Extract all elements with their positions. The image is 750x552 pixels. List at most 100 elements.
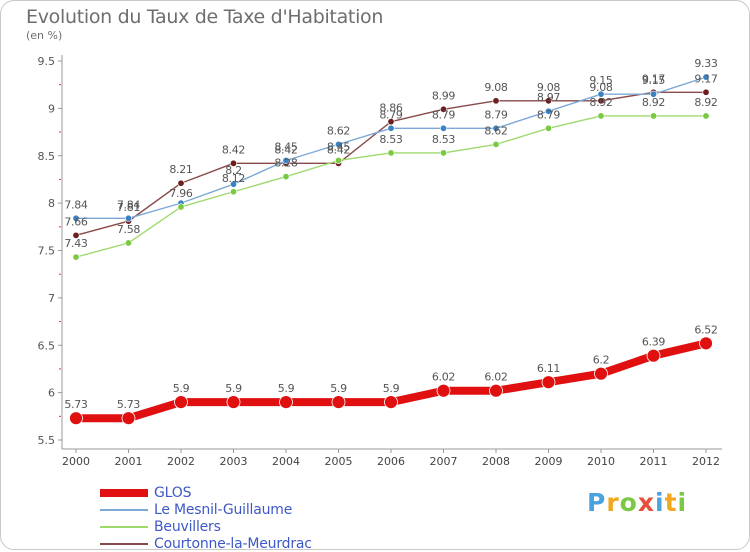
logo-letter: P (587, 488, 607, 517)
data-label: 8.92 (642, 96, 665, 109)
data-label: 8.62 (484, 124, 507, 137)
y-tick-label: 7.5 (38, 245, 56, 258)
data-label: 9.17 (642, 72, 666, 85)
data-label: 5.73 (64, 398, 88, 411)
x-tick-label: 2009 (535, 455, 563, 468)
legend-swatch (100, 488, 148, 497)
legend-item: Courtonne-la-Meurdrac (100, 535, 312, 552)
data-point (492, 124, 500, 132)
data-point (544, 97, 552, 105)
legend-swatch (100, 508, 148, 511)
legend-label: GLOS (154, 484, 192, 501)
data-label: 5.9 (225, 382, 242, 395)
chart-subtitle: (en %) (26, 29, 63, 42)
x-tick-label: 2011 (640, 455, 668, 468)
data-point (279, 395, 293, 410)
logo-letter: r (606, 488, 620, 517)
x-tick-label: 2005 (325, 455, 353, 468)
data-label: 8.99 (432, 89, 456, 102)
data-point (702, 88, 710, 96)
data-label: 8.45 (327, 140, 351, 153)
data-point (702, 73, 710, 81)
data-point (226, 395, 241, 410)
data-label: 8.12 (222, 172, 245, 185)
data-label: 9.15 (642, 74, 666, 87)
data-point (492, 97, 500, 105)
data-label: 6.02 (484, 371, 507, 384)
data-label: 8.45 (274, 140, 298, 153)
data-point (230, 180, 238, 188)
data-point (541, 375, 556, 390)
data-label: 5.73 (117, 398, 141, 411)
data-point (177, 203, 185, 211)
data-label: 6.11 (537, 362, 560, 375)
data-label: 8.92 (589, 96, 612, 109)
data-label: 9.08 (484, 81, 508, 94)
x-tick-label: 2001 (115, 455, 143, 468)
legend-label: Le Mesnil-Guillaume (154, 501, 293, 518)
logo-letter: i (655, 488, 665, 517)
data-label: 7.81 (117, 201, 140, 214)
y-tick-label: 9 (48, 102, 55, 115)
data-label: 8.2 (225, 164, 242, 177)
x-tick-label: 2008 (482, 455, 510, 468)
data-label: 8.79 (537, 108, 561, 121)
data-label: 5.9 (330, 382, 347, 395)
logo-letter: x (637, 488, 655, 517)
data-label: 7.58 (117, 223, 141, 236)
data-point (436, 383, 451, 398)
x-tick-label: 2004 (272, 455, 300, 468)
data-point (72, 214, 80, 222)
data-point (492, 140, 500, 148)
legend-swatch (100, 542, 148, 545)
y-tick-label: 8 (48, 197, 55, 210)
data-label: 8.86 (379, 102, 403, 115)
data-label: 8.42 (327, 143, 350, 156)
data-label: 8.79 (484, 108, 508, 121)
data-label: 9.15 (589, 74, 613, 87)
data-point (334, 140, 342, 148)
legend-item: GLOS (100, 484, 312, 501)
data-point (125, 239, 133, 247)
data-label: 5.9 (383, 382, 400, 395)
data-label: 7.66 (64, 215, 88, 228)
data-label: 8.79 (379, 108, 403, 121)
x-tick-label: 2010 (587, 455, 615, 468)
data-point (439, 149, 447, 157)
data-label: 9.08 (589, 81, 613, 94)
data-label: 5.9 (278, 382, 295, 395)
y-tick-label: 6.5 (38, 339, 56, 352)
data-point (699, 336, 713, 351)
logo-letter: i (677, 488, 688, 517)
data-label: 7.84 (117, 198, 141, 211)
y-tick-label: 7 (48, 292, 55, 305)
data-point (597, 90, 605, 98)
data-point (544, 124, 552, 132)
data-point (649, 112, 657, 120)
data-point (174, 395, 188, 410)
y-tick-label: 9.5 (38, 55, 56, 68)
logo-letter: o (619, 488, 638, 517)
data-label: 6.39 (642, 336, 666, 349)
chart-legend: GLOS Le Mesnil-Guillaume Beuvillers Courton… (100, 484, 312, 552)
data-point (439, 105, 447, 113)
chart-title: Evolution du Taux de Taxe d'Habitation (26, 6, 384, 28)
data-point (439, 124, 447, 132)
data-label: 6.52 (694, 323, 717, 336)
legend-swatch (100, 525, 148, 528)
data-point (334, 156, 342, 164)
data-point (387, 124, 395, 132)
x-tick-label: 2002 (167, 455, 195, 468)
data-label: 8.79 (432, 108, 456, 121)
logo-letter: t (664, 488, 678, 517)
data-label: 8.92 (694, 96, 717, 109)
data-point (69, 411, 83, 426)
data-point (597, 112, 605, 120)
data-label: 8.97 (537, 91, 561, 104)
data-label: 8.53 (432, 133, 456, 146)
data-point (121, 411, 136, 426)
data-point (177, 179, 185, 187)
x-tick-label: 2012 (692, 455, 720, 468)
